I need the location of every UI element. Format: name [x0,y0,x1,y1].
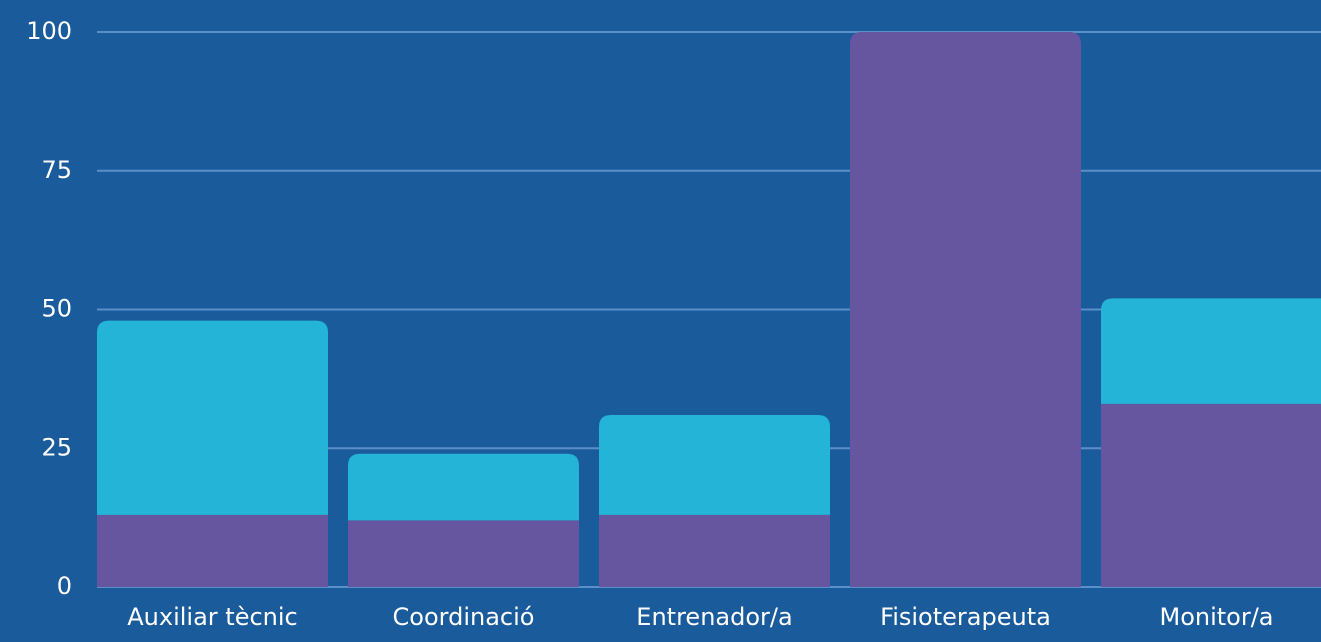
y-tick-label: 0 [57,572,72,600]
bar-segment [348,453,579,521]
x-tick-label: Entrenador/a [636,603,792,631]
bar-segment [850,32,1081,587]
bar-segment [599,514,830,587]
y-tick-label: 75 [41,156,72,184]
bar-segment [97,320,328,515]
y-tick-label: 25 [41,433,72,461]
bar-segment [599,414,830,515]
x-tick-label: Fisioterapeuta [880,603,1051,631]
y-tick-label: 100 [26,17,72,45]
bar-segment [1101,298,1321,404]
y-tick-label: 50 [41,295,72,323]
bar-segment [348,520,579,587]
x-tick-label: Auxiliar tècnic [127,603,297,631]
x-tick-label: Monitor/a [1159,603,1273,631]
bar-segment [1101,403,1321,587]
bar-segment [97,514,328,587]
x-tick-label: Coordinació [393,603,535,631]
